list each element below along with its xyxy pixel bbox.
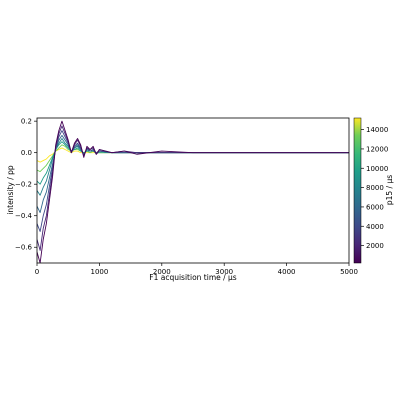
- y-tick-label: 0.2: [21, 118, 32, 126]
- x-tick-label: 5000: [340, 268, 358, 276]
- x-tick-label: 2000: [153, 268, 171, 276]
- colorbar-label: p15 / μs: [385, 175, 394, 205]
- colorbar-tick-label: 14000: [366, 126, 388, 134]
- colorbar-tick-label: 10000: [366, 165, 388, 173]
- colorbar: [353, 117, 362, 264]
- y-tick-label: 0.0: [21, 149, 32, 157]
- colorbar-tick-label: 6000: [366, 203, 384, 211]
- series-line-5: [37, 141, 349, 185]
- x-tick-label: 4000: [278, 268, 296, 276]
- x-tick-label: 3000: [215, 268, 233, 276]
- y-axis-label: intensity / pp: [6, 165, 15, 215]
- colorbar-tick-label: 12000: [366, 145, 388, 153]
- x-tick-label: 1000: [90, 268, 108, 276]
- x-axis-label: F1 acquisition time / μs: [149, 273, 237, 282]
- colorbar-tick-label: 8000: [366, 184, 384, 192]
- colorbar-tick-label: 2000: [366, 242, 384, 250]
- series-line-4: [37, 138, 349, 196]
- plot-frame: [36, 117, 350, 264]
- series-layer: [37, 120, 349, 263]
- x-tick-label: 0: [35, 268, 39, 276]
- x-axis: 0 1000 2000 3000 4000 5000: [35, 263, 358, 276]
- y-axis: −0.6 −0.4 −0.2 0.0 0.2: [15, 118, 37, 252]
- colorbar-tick-label: 4000: [366, 223, 384, 231]
- series-line-0: [37, 120, 349, 263]
- series-line-6: [37, 144, 349, 173]
- colorbar-axis: 2000 4000 6000 8000 10000 12000 14000: [361, 126, 388, 250]
- y-tick-label: −0.2: [15, 181, 32, 189]
- series-line-1: [37, 125, 349, 251]
- series-line-3: [37, 134, 349, 214]
- y-tick-label: −0.4: [15, 212, 33, 220]
- y-tick-label: −0.6: [15, 244, 33, 252]
- series-line-2: [37, 130, 349, 232]
